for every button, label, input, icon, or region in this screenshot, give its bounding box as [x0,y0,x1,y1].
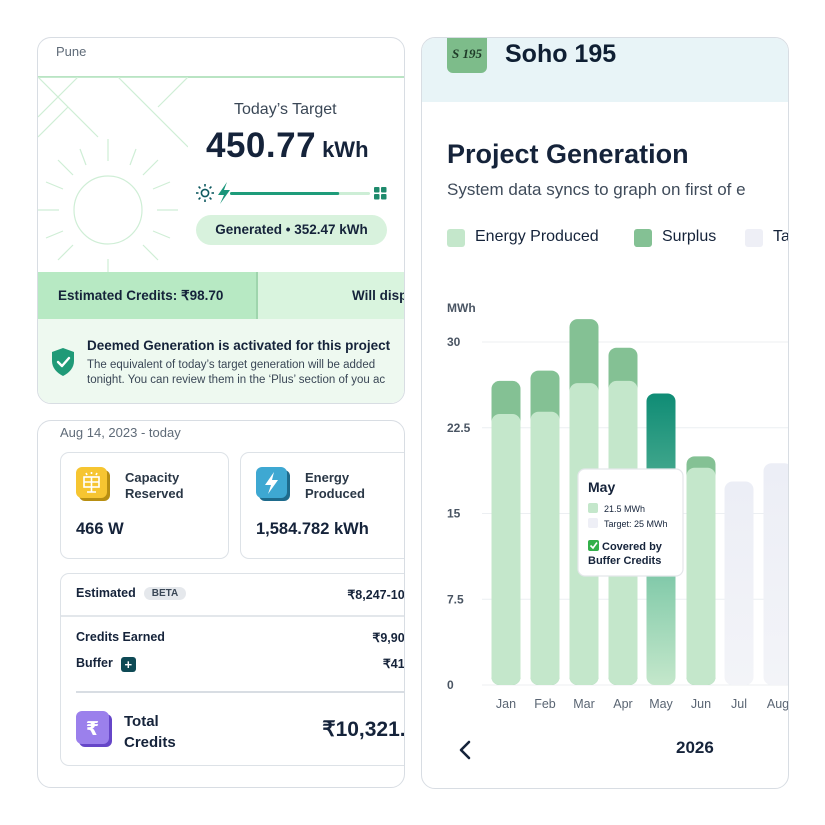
credits-band: Estimated Credits: ₹98.70 Will disp [38,272,405,319]
check-icon [588,540,599,551]
y-tick-label: 0 [447,678,454,692]
chart-tooltip: May 21.5 MWh Target: 25 MWh Covered by B… [577,468,684,577]
deemed-body-2: tonight. You can review them in the ‘Plu… [87,374,386,386]
deemed-generation-notice: Deemed Generation is activated for this … [38,319,404,403]
deemed-title: Deemed Generation is activated for this … [87,338,391,353]
capacity-value: 466 W [76,520,124,538]
credits-panel: Estimated BETA ₹8,247-10,997 Credits Earn… [60,573,405,766]
summary-card: Aug 14, 2023 - today Capacity Reserved 4… [37,420,405,788]
grid-icon [374,187,387,200]
target-title: Today’s Target [234,101,337,118]
buffer-label: Buffer [76,656,113,670]
credits-earned-label: Credits Earned [76,630,165,644]
generation-chart: MWh 0 7.5 15 22.5 30 Jan Feb Mar Apr May Jun Jul Aug… [447,301,790,711]
sun-illustration-icon [38,77,188,273]
year-label: 2026 [676,738,714,757]
chart-card: S 195 Soho 195 Project Generation System… [421,37,789,789]
lightning-icon [256,467,290,501]
deemed-body-1: The equivalent of today’s target generat… [87,359,376,371]
x-tick-label: Jun [691,697,711,711]
bar-produced[interactable] [686,467,716,685]
y-tick-label: 22.5 [447,421,471,435]
target-card: Pune Today’s Target 450.77 kWh [37,37,405,404]
bar-produced[interactable] [530,411,560,685]
x-tick-label: Jan [496,697,516,711]
tooltip-swatch-target [588,518,598,528]
beta-badge: BETA [143,587,187,600]
estimated-credits: Estimated Credits: ₹98.70 [38,272,256,319]
x-tick-label: May [649,697,673,711]
capacity-tile: Capacity Reserved 466 W [60,452,229,559]
capacity-label: Capacity Reserved [125,470,184,501]
project-name: Soho 195 [505,40,617,68]
x-tick-label: Feb [534,697,556,711]
tooltip-covered-1: Covered by [602,541,663,553]
y-tick-label: 15 [447,507,461,521]
estimated-value: ₹8,247-10,997 [347,588,405,602]
target-number: 450.77 [206,126,317,165]
band-divider [256,272,258,319]
target-unit: kWh [322,137,369,162]
bar-produced[interactable] [491,414,521,685]
tooltip-target: Target: 25 MWh [604,519,668,529]
bar-target[interactable] [763,463,790,685]
chart-subtitle: System data syncs to graph on first of e [447,180,746,199]
x-tick-label: Jul [731,697,747,711]
legend-swatch-target [745,229,763,247]
sun-icon [196,184,214,202]
legend-swatch-surplus [634,229,652,247]
energy-label: Energy Produced [305,470,365,501]
rupee-icon: ₹ [76,711,112,747]
y-tick-label: 30 [447,335,461,349]
legend-produced: Energy Produced [475,228,599,245]
energy-tile: Energy Produced 1,584.782 kWh [240,452,404,559]
tooltip-covered-2: Buffer Credits [588,555,661,567]
chevron-left-icon[interactable] [455,736,475,764]
x-tick-label: Aug [767,697,789,711]
target-progress [196,182,387,204]
x-tick-label: Mar [573,697,595,711]
buffer-value: ₹417.17 [382,657,405,671]
y-tick-label: 7.5 [447,592,464,606]
target-value: 450.77 kWh [206,126,369,166]
divider [38,76,404,78]
svg-text:₹: ₹ [86,718,99,740]
credits-earned-value: ₹9,904.64 [372,631,405,645]
divider [61,615,404,617]
tooltip-month: May [588,479,615,495]
chart-title: Project Generation [447,139,689,169]
shield-check-icon [52,348,74,376]
project-header: S 195 Soho 195 [422,38,788,102]
tooltip-swatch-produced [588,503,598,513]
city-label: Pune [56,44,87,59]
tooltip-produced: 21.5 MWh [604,504,645,514]
lightning-icon [218,182,230,204]
legend-swatch-produced [447,229,465,247]
project-badge: S 195 [447,38,487,73]
y-axis-label: MWh [447,301,476,315]
divider [76,691,404,693]
total-label-line2: Credits [124,734,176,751]
legend-surplus: Surplus [662,228,717,245]
total-label-line1: Total [124,713,159,730]
will-display-label: Will disp [352,288,405,303]
x-tick-label: Apr [613,697,632,711]
total-credits-label: Total Credits [124,711,176,753]
total-credits-value: ₹10,321.80 [322,718,404,741]
energy-value: 1,584.782 kWh [256,520,369,538]
generated-pill: Generated • 352.47 kWh [196,215,387,245]
bar-target[interactable] [724,481,754,685]
estimated-row: Estimated BETA [76,586,187,600]
estimated-label: Estimated [76,586,136,600]
date-range: Aug 14, 2023 - today [60,425,181,440]
solar-panel-icon [76,467,110,501]
buffer-add-button[interactable]: + [120,657,136,672]
buffer-row: Buffer + [76,656,136,672]
legend-target: Ta [773,228,789,245]
